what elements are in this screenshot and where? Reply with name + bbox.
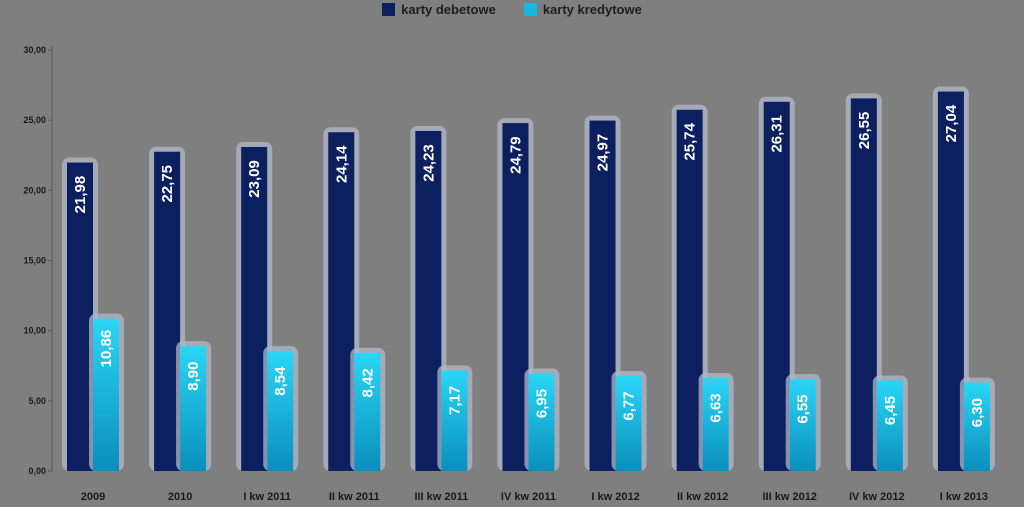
credit-data-label: 10,86 [98, 330, 115, 368]
x-category-label: I kw 2011 [243, 491, 291, 503]
x-category-label: I kw 2012 [591, 491, 639, 503]
credit-bar [702, 377, 729, 471]
debit-data-label: 27,04 [943, 104, 960, 142]
debit-bar [850, 98, 877, 471]
credit-bar [963, 382, 990, 471]
credit-bar [528, 373, 555, 471]
debit-bar [589, 120, 616, 471]
credit-bar [615, 375, 642, 471]
legend-label-debit: karty debetowe [401, 2, 496, 17]
debit-data-label: 24,79 [507, 136, 524, 174]
y-tick-label: 5,00 [28, 396, 46, 406]
credit-data-label: 6,63 [708, 393, 725, 422]
x-category-label: 2010 [168, 491, 192, 503]
credit-data-label: 6,45 [882, 396, 899, 425]
debit-bar [241, 146, 268, 471]
credit-data-label: 6,30 [969, 398, 986, 427]
x-category-label: I kw 2013 [940, 491, 988, 503]
credit-bar [93, 318, 119, 471]
x-category-label: IV kw 2011 [501, 491, 556, 503]
y-tick-label: 20,00 [23, 185, 46, 195]
debit-bar [937, 91, 964, 471]
debit-data-label: 26,31 [769, 115, 786, 153]
legend-swatch-credit [523, 3, 537, 16]
debit-bar [676, 109, 703, 472]
debit-bar [415, 130, 442, 471]
debit-data-label: 24,14 [333, 145, 350, 183]
y-tick-label: 15,00 [23, 256, 46, 266]
y-tick-label: 25,00 [23, 115, 46, 125]
legend-item-debit: karty debetowe [382, 2, 496, 17]
y-tick-label: 10,00 [23, 326, 46, 336]
legend-label-credit: karty kredytowe [542, 2, 642, 17]
x-category-label: III kw 2012 [763, 491, 817, 503]
credit-bar [441, 370, 468, 471]
debit-data-label: 24,97 [595, 134, 612, 172]
debit-data-label: 25,74 [682, 122, 699, 160]
y-tick-label: 0,00 [28, 466, 46, 476]
credit-bar [354, 352, 381, 471]
x-category-label: IV kw 2012 [849, 491, 905, 503]
x-category-label: II kw 2012 [677, 491, 728, 503]
credit-bar [267, 351, 294, 471]
credit-data-label: 6,77 [621, 391, 638, 420]
credit-data-label: 8,54 [272, 366, 289, 396]
debit-bar [502, 123, 529, 471]
y-tick-label: 30,00 [23, 45, 46, 55]
debit-bar [154, 151, 181, 471]
x-category-label: 2009 [81, 491, 105, 503]
debit-bar [67, 162, 93, 471]
credit-data-label: 8,42 [359, 368, 376, 397]
debit-data-label: 26,55 [856, 112, 873, 150]
debit-data-label: 22,75 [159, 165, 176, 203]
debit-data-label: 23,09 [246, 160, 263, 198]
credit-bar [876, 380, 903, 471]
credit-data-label: 8,90 [185, 362, 202, 391]
credit-data-label: 6,95 [533, 389, 550, 418]
credit-bar [180, 346, 207, 471]
debit-data-label: 21,98 [72, 176, 89, 214]
x-category-label: II kw 2011 [329, 491, 380, 503]
debit-bar [763, 101, 790, 472]
legend: karty debetowe karty kredytowe [0, 2, 1024, 17]
x-category-label: III kw 2011 [414, 491, 468, 503]
legend-swatch-debit [382, 3, 396, 16]
debit-data-label: 24,23 [420, 144, 437, 182]
credit-data-label: 7,17 [446, 386, 463, 415]
debit-bar [328, 132, 355, 471]
legend-item-credit: karty kredytowe [523, 2, 642, 17]
credit-data-label: 6,55 [795, 394, 812, 423]
credit-bar [789, 379, 816, 471]
